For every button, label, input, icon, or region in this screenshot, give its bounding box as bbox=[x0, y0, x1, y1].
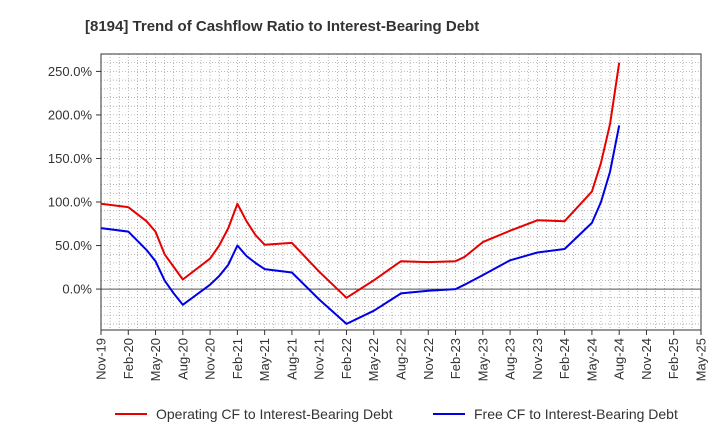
y-tick-label: 150.0% bbox=[48, 151, 93, 166]
x-tick-label: May-25 bbox=[694, 338, 709, 381]
x-tick-label: May-22 bbox=[366, 338, 381, 381]
x-tick-label: Nov-20 bbox=[203, 338, 218, 380]
legend-label-free-cf: Free CF to Interest-Bearing Debt bbox=[474, 406, 678, 422]
x-tick-label: May-21 bbox=[257, 338, 272, 381]
x-tick-label: May-20 bbox=[148, 338, 163, 381]
x-tick-label: Aug-21 bbox=[284, 338, 299, 380]
x-tick-label: Nov-19 bbox=[94, 338, 109, 380]
x-tick-label: Aug-24 bbox=[612, 338, 627, 380]
x-tick-label: May-24 bbox=[584, 338, 599, 381]
x-tick-label: Aug-22 bbox=[394, 338, 409, 380]
x-tick-label: Aug-20 bbox=[175, 338, 190, 380]
x-tick-label: Feb-25 bbox=[666, 338, 681, 379]
legend-label-operating-cf: Operating CF to Interest-Bearing Debt bbox=[156, 406, 393, 422]
x-tick-label: May-23 bbox=[475, 338, 490, 381]
x-tick-label: Nov-24 bbox=[639, 338, 654, 380]
x-tick-label: Feb-21 bbox=[230, 338, 245, 379]
series-line-0 bbox=[100, 62, 621, 299]
y-tick-label: 50.0% bbox=[55, 238, 92, 253]
legend: Operating CF to Interest-Bearing Debt Fr… bbox=[115, 406, 678, 422]
x-tick-label: Nov-22 bbox=[421, 338, 436, 380]
x-tick-label: Feb-22 bbox=[339, 338, 354, 379]
series-layer bbox=[100, 62, 621, 325]
grid-layer bbox=[100, 53, 702, 330]
x-tick-label: Feb-24 bbox=[557, 338, 572, 379]
series-line-1 bbox=[100, 125, 621, 325]
x-tick-label: Nov-23 bbox=[530, 338, 545, 380]
x-tick-label: Nov-21 bbox=[312, 338, 327, 380]
x-tick-label: Feb-20 bbox=[121, 338, 136, 379]
axis-layer: 0.0% 50.0% 100.0% 150.0% 200.0% 250.0% Nov-19 F… bbox=[48, 53, 709, 381]
x-tick-label: Feb-23 bbox=[448, 338, 463, 379]
x-tick-label: Aug-23 bbox=[503, 338, 518, 380]
y-tick-label: 200.0% bbox=[48, 107, 93, 122]
y-tick-label: 250.0% bbox=[48, 64, 93, 79]
chart-title: [8194] Trend of Cashflow Ratio to Intere… bbox=[85, 18, 479, 35]
y-tick-label: 100.0% bbox=[48, 195, 93, 210]
y-tick-label: 0.0% bbox=[62, 282, 92, 297]
